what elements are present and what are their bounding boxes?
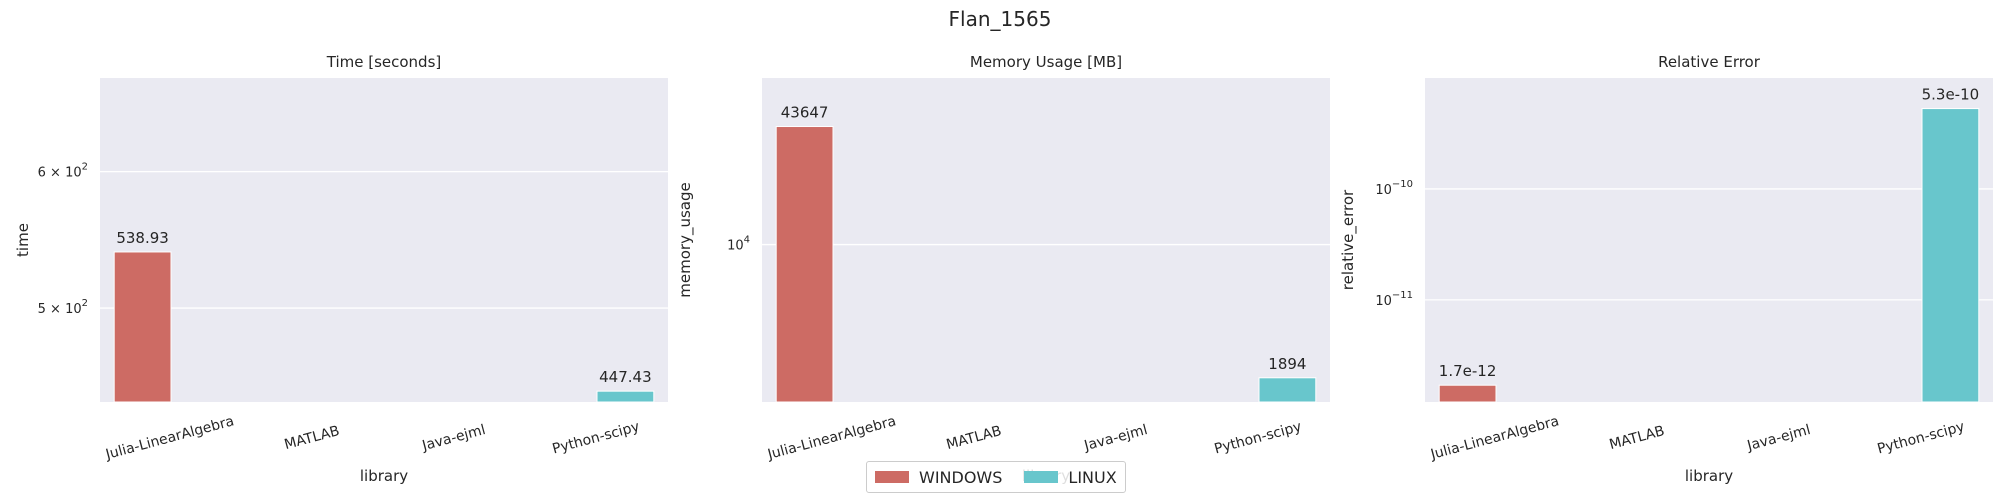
y-tick-label: 6 × 102 <box>38 162 88 181</box>
plot-area <box>762 78 1330 402</box>
plot-area <box>1425 78 1993 402</box>
x-tick-label: MATLAB <box>1608 423 1667 453</box>
panel-title: Relative Error <box>1658 53 1761 71</box>
data-label: 1894 <box>1268 355 1306 373</box>
x-tick-label: Java-ejml <box>420 422 488 454</box>
bar-windows-julia-linearalgebra <box>113 251 172 403</box>
panel-title: Memory Usage [MB] <box>970 53 1122 71</box>
y-axis-label: time <box>14 223 32 257</box>
legend-label-windows: WINDOWS <box>919 467 1003 487</box>
panel-title: Time [seconds] <box>326 53 442 71</box>
bar-linux-python-scipy <box>1921 108 1980 403</box>
y-tick-label: 104 <box>727 235 750 254</box>
figure-title: Flan_1565 <box>949 7 1052 31</box>
x-axis-label: library <box>360 467 408 485</box>
data-label: 447.43 <box>599 368 652 386</box>
data-label: 538.93 <box>116 229 169 247</box>
data-label: 43647 <box>781 104 829 122</box>
x-tick-label: Julia-LinearAlgebra <box>765 413 898 463</box>
bar-linux-python-scipy <box>1258 377 1317 403</box>
y-axis-label: relative_error <box>1339 189 1358 290</box>
y-tick-label: 10−10 <box>1375 179 1413 198</box>
x-tick-label: Python-scipy <box>1876 419 1967 458</box>
y-tick-label: 5 × 102 <box>38 298 88 317</box>
bar-linux-python-scipy <box>596 390 655 403</box>
legend-swatch-linux <box>1024 471 1059 483</box>
chart-panel-relative-error: 10−10 10−11 1.7e-12 5.3e-10 Julia-LinearAlge… <box>1339 53 1993 485</box>
bar-windows-julia-linearalgebra <box>775 126 834 403</box>
plot-area <box>100 78 668 402</box>
x-axis-label: library <box>1685 467 1733 485</box>
y-axis-label: memory_usage <box>676 182 695 297</box>
x-tick-label: MATLAB <box>945 423 1004 453</box>
chart-panel-memory-usage-mb: 104 43647 1894 Julia-LinearAlgebra MATLAB Jav… <box>676 53 1330 485</box>
bar-windows-julia-linearalgebra <box>1438 384 1497 403</box>
x-tick-label: Python-scipy <box>551 419 642 458</box>
x-tick-label: Julia-LinearAlgebra <box>1428 413 1561 463</box>
y-tick-label: 10−11 <box>1375 290 1413 309</box>
x-tick-label: MATLAB <box>283 423 342 453</box>
x-tick-label: Python-scipy <box>1213 419 1304 458</box>
x-tick-label: Java-ejml <box>1745 422 1813 454</box>
legend-item-linux: LINUX <box>1024 467 1117 487</box>
data-label: 1.7e-12 <box>1439 362 1497 380</box>
x-tick-label: Java-ejml <box>1082 422 1150 454</box>
chart-panel-time-seconds: 5 × 102 6 × 102 538.93 447.43 Julia-LinearAl… <box>14 53 668 485</box>
legend-label-linux: LINUX <box>1068 467 1117 487</box>
legend: WINDOWS LINUX <box>866 461 1126 493</box>
legend-item-windows: WINDOWS <box>875 468 1002 487</box>
data-label: 5.3e-10 <box>1922 86 1980 104</box>
legend-swatch-windows <box>875 471 909 483</box>
x-tick-label: Julia-LinearAlgebra <box>103 413 236 463</box>
